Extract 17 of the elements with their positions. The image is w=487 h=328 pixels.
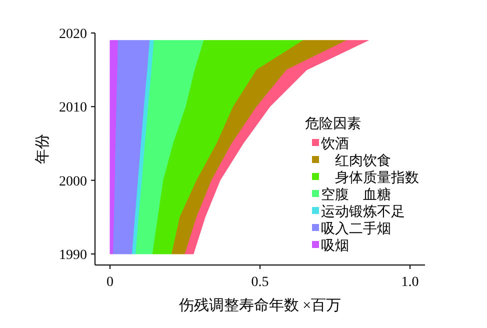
x-tick-label: 1.0 (401, 275, 419, 290)
x-axis-title: 伤残调整寿命年数 ×百万 (178, 297, 342, 314)
x-tick-label: 0.5 (251, 275, 269, 290)
legend-label: 吸入二手烟 (321, 221, 391, 237)
legend-title: 危险因素 (305, 116, 361, 132)
legend-label: 运动锻炼不足 (321, 204, 405, 220)
legend-label: 吸烟 (321, 238, 349, 254)
y-tick-label: 2020 (59, 27, 87, 42)
legend-label: 红肉饮食 (321, 153, 391, 169)
legend-label: 身体质量指数 (321, 170, 419, 186)
y-tick-label: 2010 (59, 100, 87, 116)
x-tick-label: 0 (106, 275, 114, 290)
legend-label: 空腹 血糖 (321, 187, 391, 203)
y-tick-label: 1990 (59, 248, 87, 263)
y-tick-label: 2000 (59, 174, 87, 190)
y-axis-title: 年份 (34, 134, 51, 164)
legend-label: 饮酒 (320, 136, 349, 152)
